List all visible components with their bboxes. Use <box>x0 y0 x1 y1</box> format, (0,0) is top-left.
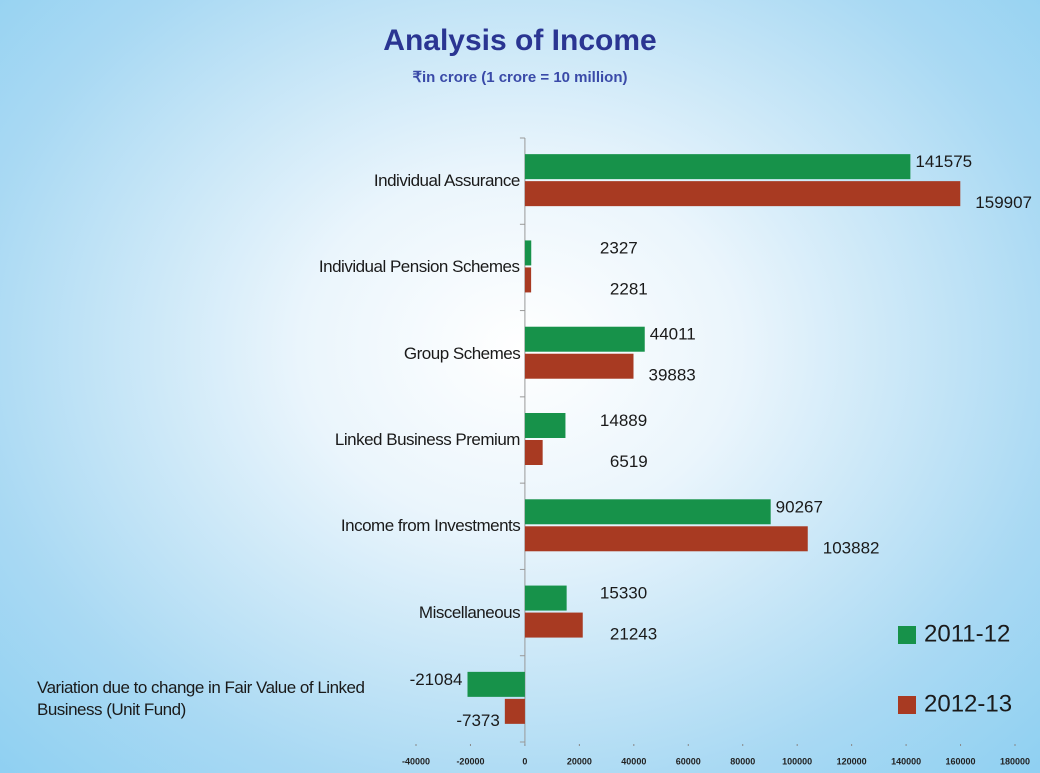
category-label: Linked Business Premium <box>334 430 521 449</box>
value-label: -7373 <box>456 711 499 730</box>
x-tick-label: -40000 <box>402 756 430 766</box>
legend-label: 2011-12 <box>924 620 1010 647</box>
category-label: Miscellaneous <box>418 602 521 622</box>
category-label: Individual Pension Schemes <box>318 257 520 277</box>
chart-title: Analysis of Income <box>383 24 656 57</box>
value-label: 44011 <box>650 325 696 344</box>
bar <box>524 612 583 638</box>
value-label: 15330 <box>600 584 647 603</box>
value-label: 2327 <box>600 238 638 257</box>
value-label: 21243 <box>610 625 657 644</box>
bar <box>504 698 525 724</box>
value-label: 39883 <box>648 366 695 385</box>
bar <box>524 181 961 207</box>
bar <box>524 326 645 352</box>
bar <box>524 526 808 552</box>
category-label: Variation due to change in Fair Value of… <box>37 677 365 719</box>
category-label: Group Schemes <box>403 343 521 363</box>
bar <box>524 240 532 266</box>
legend-label: 2012-13 <box>924 690 1012 717</box>
value-label: 2281 <box>610 279 648 298</box>
x-tick-label: 180000 <box>1000 756 1030 766</box>
legend-swatch <box>898 626 916 644</box>
bar <box>524 413 566 438</box>
value-label: -21084 <box>410 670 463 689</box>
bar <box>524 440 543 465</box>
bar <box>524 585 567 611</box>
x-tick-label: 80000 <box>730 756 755 766</box>
bar <box>524 499 771 525</box>
value-label: 141575 <box>915 152 972 171</box>
x-tick-label: 100000 <box>782 756 812 766</box>
bar <box>467 671 525 697</box>
value-label: 159907 <box>975 193 1032 212</box>
x-tick-label: 120000 <box>837 756 867 766</box>
category-label: Individual Assurance <box>373 171 520 191</box>
value-label: 103882 <box>823 538 880 557</box>
x-tick-label: 20000 <box>567 756 592 766</box>
x-tick-label: 140000 <box>891 756 921 766</box>
legend-swatch <box>898 696 916 714</box>
bar <box>524 353 634 379</box>
chart-subtitle: ₹in crore (1 crore = 10 million) <box>412 69 627 86</box>
bar <box>524 267 532 293</box>
category-label: Income from Investments <box>340 516 521 536</box>
value-label: 6519 <box>610 452 648 471</box>
x-tick-label: -20000 <box>456 756 484 766</box>
x-tick-label: 0 <box>522 756 527 766</box>
x-tick-label: 160000 <box>946 756 976 766</box>
value-label: 14889 <box>600 411 647 430</box>
x-tick-label: 60000 <box>676 756 701 766</box>
x-tick-label: 40000 <box>621 756 646 766</box>
bar <box>524 154 911 180</box>
value-label: 90267 <box>776 497 823 516</box>
